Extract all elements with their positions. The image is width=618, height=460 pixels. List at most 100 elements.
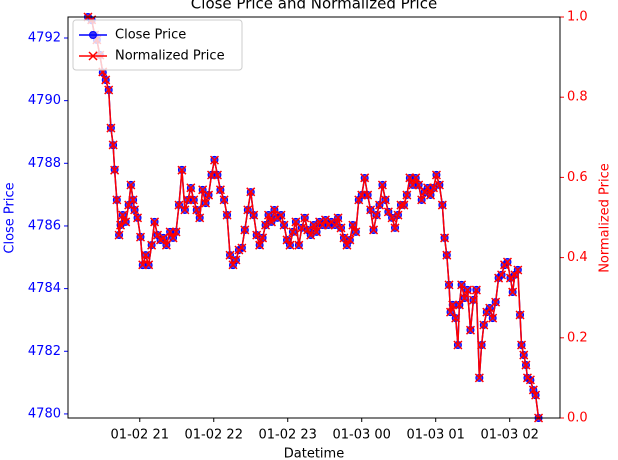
marker-x	[266, 217, 276, 227]
marker-x	[269, 205, 279, 215]
legend-box	[72, 19, 243, 71]
marker-x	[225, 250, 235, 260]
marker-x	[425, 190, 436, 200]
x-tick-label: 01-02 23	[259, 428, 317, 443]
marker-x	[147, 240, 157, 250]
x-tick-label: 01-02 22	[185, 428, 243, 443]
marker-x	[508, 287, 518, 297]
marker-x	[192, 205, 202, 215]
marker-x	[252, 230, 262, 240]
marker-x	[101, 75, 111, 85]
marker-x	[110, 165, 120, 175]
marker-x	[219, 195, 229, 205]
marker-x	[115, 220, 126, 230]
chart-title: Close Price and Normalized Price	[191, 0, 437, 13]
marker-x	[383, 207, 393, 217]
y2-tick-label: 0.4	[567, 250, 588, 265]
marker-x	[201, 198, 211, 208]
marker-x	[189, 195, 199, 205]
marker-x	[377, 180, 387, 190]
marker-x	[204, 190, 214, 200]
marker-x	[448, 300, 458, 310]
y-tick-label: 4786	[28, 218, 61, 233]
y-axis-label: Close Price	[3, 182, 18, 253]
marker-x	[130, 205, 140, 215]
marker-x	[454, 300, 464, 310]
marker-x	[402, 190, 412, 200]
marker-x	[519, 350, 529, 360]
marker-x	[465, 325, 476, 335]
marker-x	[342, 240, 352, 250]
marker-x	[460, 293, 470, 303]
marker-x	[411, 173, 421, 183]
marker-x	[521, 360, 531, 370]
marker-x	[152, 230, 163, 240]
marker-x	[177, 165, 187, 175]
marker-x	[114, 230, 124, 240]
marker-x	[144, 260, 154, 270]
marker-x	[195, 213, 205, 223]
y-tick-label: 4788	[28, 156, 61, 171]
marker-x	[249, 210, 259, 220]
marker-x	[279, 220, 289, 230]
marker-x	[336, 223, 346, 233]
marker-x	[387, 213, 397, 223]
marker-x	[141, 250, 151, 260]
marker-x	[133, 213, 143, 223]
y2-tick-label: 0.6	[567, 170, 588, 185]
marker-x	[471, 285, 481, 295]
y-tick-label: 4782	[28, 344, 61, 359]
marker-x	[474, 373, 484, 383]
marker-x	[174, 200, 184, 210]
marker-x	[212, 170, 222, 180]
marker-x	[451, 313, 461, 323]
marker-x	[222, 210, 232, 220]
y2-tick-label: 0.8	[567, 90, 588, 105]
marker-x	[513, 265, 523, 275]
marker-x	[360, 173, 370, 183]
y-tick-label: 4784	[28, 281, 61, 296]
marker-x	[186, 183, 196, 193]
marker-x	[180, 205, 190, 215]
marker-x	[363, 190, 373, 200]
marker-x	[354, 195, 364, 205]
y2-tick-label: 0.2	[567, 330, 588, 345]
marker-x	[516, 340, 527, 350]
marker-x	[510, 270, 520, 280]
marker-x	[399, 200, 409, 210]
marker-x	[502, 257, 513, 267]
marker-x	[215, 185, 225, 195]
marker-x	[528, 385, 538, 395]
marker-x	[428, 183, 439, 193]
marker-x	[442, 250, 452, 260]
marker-x	[515, 310, 525, 320]
marker-x	[393, 210, 403, 220]
marker-x	[297, 223, 307, 233]
x-tick-label: 01-03 01	[406, 428, 464, 443]
marker-x	[345, 235, 355, 245]
marker-x	[288, 227, 298, 237]
marker-x	[104, 85, 114, 95]
marker-x	[261, 220, 271, 230]
marker-x	[371, 210, 382, 220]
legend-marker	[89, 31, 97, 39]
marker-x	[440, 233, 450, 243]
marker-x	[339, 233, 349, 243]
marker-x	[240, 225, 250, 235]
marker-x	[437, 200, 447, 210]
x-tick-label: 01-02 21	[111, 428, 169, 443]
marker-x	[121, 217, 131, 227]
marker-x	[303, 225, 313, 235]
marker-x	[168, 233, 178, 243]
marker-x	[237, 243, 247, 253]
marker-x	[330, 220, 340, 230]
marker-x	[161, 240, 171, 250]
marker-x	[369, 225, 379, 235]
x-axis-label: Datetime	[284, 447, 344, 460]
marker-x	[444, 280, 454, 290]
marker-x	[128, 195, 138, 205]
legend-label: Normalized Price	[115, 49, 225, 64]
marker-x	[491, 297, 501, 307]
marker-x	[462, 285, 473, 295]
